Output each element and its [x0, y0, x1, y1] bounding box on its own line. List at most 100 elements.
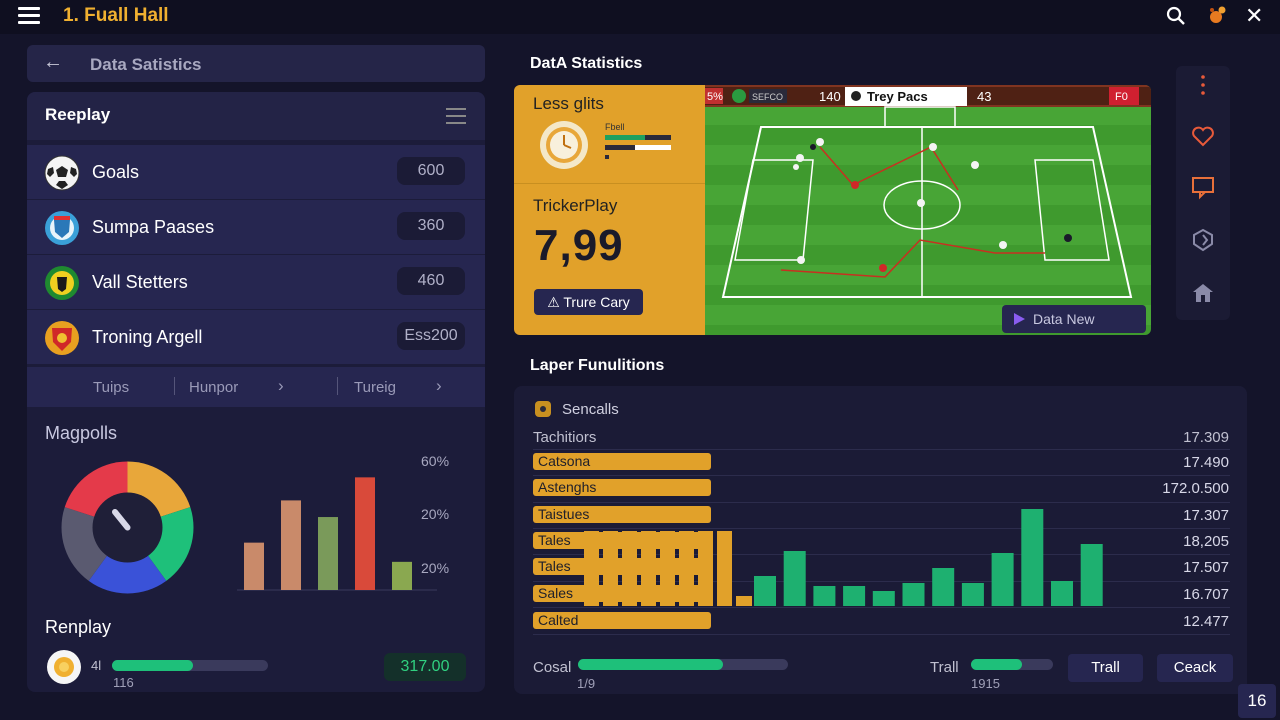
replay-progress-track: [112, 660, 268, 671]
row-label[interactable]: Taistues: [533, 506, 711, 523]
bar-yellow: [679, 531, 694, 606]
stat-label: Troning Argell: [92, 327, 203, 347]
chevron-right-icon[interactable]: ›: [436, 376, 442, 395]
bar-yellow: [584, 531, 599, 606]
axis-label: 20%: [421, 560, 450, 576]
table-header-label: Tachitiors: [533, 429, 597, 446]
comment-icon[interactable]: [1190, 174, 1216, 200]
row-label[interactable]: Astenghs: [533, 479, 711, 496]
bar-yellow: [641, 531, 656, 606]
tab-tuips[interactable]: Tuips: [93, 379, 130, 396]
stat-row-argell[interactable]: Troning Argell Ess200: [27, 310, 485, 365]
tab-divider: [174, 377, 175, 395]
search-icon[interactable]: [1166, 6, 1186, 26]
axis-label: 20%: [421, 506, 450, 522]
club-crest-green-icon: [45, 266, 79, 300]
bar-green: [872, 591, 895, 606]
medal-icon: [47, 650, 81, 684]
magpolls-bar-chart: [237, 477, 437, 591]
trall-sub: 1915: [971, 676, 1000, 691]
bar: [244, 542, 264, 590]
score-left-pct: 5%: [707, 91, 723, 103]
mini-progress-bars: [605, 135, 671, 159]
mini-label: Fbell: [605, 122, 625, 132]
play-icon: [1014, 313, 1025, 325]
row-value: 172.0.500: [1162, 480, 1229, 497]
shield-icon[interactable]: [1190, 227, 1216, 253]
menu-icon[interactable]: [18, 7, 40, 25]
replay-sub-label: 116: [113, 675, 134, 690]
cosal-sub: 1/9: [577, 676, 596, 691]
more-vertical-icon[interactable]: [1190, 72, 1216, 98]
row-value: 17.307: [1183, 507, 1229, 524]
bar-green: [1051, 581, 1073, 606]
page-number[interactable]: 16: [1238, 684, 1276, 718]
replay-value: 317.00: [384, 653, 466, 681]
bar-green: [754, 576, 776, 606]
hero-divider: [514, 183, 705, 184]
top-bar: 1. Fuall Hall ✕: [0, 0, 1280, 34]
heart-icon[interactable]: [1190, 123, 1216, 149]
stat-row-setters[interactable]: Vall Stetters 460: [27, 255, 485, 310]
stat-row-passes[interactable]: Sumpa Paases 360: [27, 200, 485, 255]
stat-value: 460: [397, 267, 465, 295]
bar-green: [1021, 509, 1044, 606]
football-pitch: 5% SEFCO 140 Trey Pacs 43 F0: [705, 85, 1151, 335]
ceack-button[interactable]: Ceack: [1157, 654, 1233, 682]
stat-value: Ess200: [397, 322, 465, 350]
big-number: 7,99: [534, 221, 624, 270]
list-icon[interactable]: [446, 108, 466, 124]
row-divider: [533, 634, 1230, 635]
stat-row-goals[interactable]: Goals 600: [27, 145, 485, 200]
back-bar[interactable]: ← Data Satistics: [27, 45, 485, 82]
row-label[interactable]: Catsona: [533, 453, 711, 470]
trall-button[interactable]: Trall: [1068, 654, 1143, 682]
button-label: Trure Cary: [563, 294, 630, 310]
axis-label: 60%: [421, 453, 450, 469]
bar-yellow: [717, 531, 732, 606]
hero-label: Less glits: [533, 94, 604, 113]
club-crest-red-icon: [45, 321, 79, 355]
cosal-progress-track: [578, 659, 788, 670]
bar-green: [813, 586, 836, 606]
trall-progress-fill: [971, 659, 1022, 670]
sencalls-label: Sencalls: [562, 401, 619, 418]
trure-cary-button[interactable]: ⚠ Trure Cary: [534, 289, 643, 315]
row-divider: [533, 475, 1230, 476]
stat-value: 360: [397, 212, 465, 240]
hero-stats-panel: Less glits Fbell TrickerPlay 7,99 ⚠ Trur…: [514, 85, 705, 335]
home-icon[interactable]: [1190, 280, 1216, 306]
clock-icon: [540, 121, 588, 169]
row-divider: [533, 502, 1230, 503]
bar-yellow: [736, 596, 752, 606]
row-value: 18,205: [1183, 533, 1229, 550]
row-label[interactable]: Calted: [533, 612, 711, 629]
bar-green: [991, 553, 1014, 606]
table-header-value: 17.309: [1183, 429, 1229, 446]
tab-hunpor[interactable]: Hunpor: [189, 379, 239, 396]
score-right-badge: F0: [1115, 91, 1128, 103]
target-icon: [535, 401, 551, 417]
notifications-icon[interactable]: [1206, 4, 1228, 26]
data-statistics-title: DatA Statistics: [530, 55, 643, 72]
back-arrow-icon[interactable]: ←: [43, 51, 63, 73]
hero-card: Less glits Fbell TrickerPlay 7,99 ⚠ Trur…: [514, 85, 1151, 335]
replay-section-title: Renplay: [45, 617, 112, 637]
tab-divider: [337, 377, 338, 395]
data-new-button[interactable]: Data New: [1002, 305, 1146, 333]
trall-progress-track: [971, 659, 1053, 670]
score-left-pill: SEFCO: [752, 92, 783, 102]
magpolls-title: Magpolls: [45, 423, 118, 443]
close-icon[interactable]: ✕: [1245, 3, 1264, 28]
row-divider: [533, 607, 1230, 608]
score-left: 140: [819, 89, 841, 104]
tab-tureig[interactable]: Tureig: [354, 379, 396, 396]
row-value: 12.477: [1183, 613, 1229, 630]
bar-yellow: [660, 531, 675, 606]
cosal-label: Cosal: [533, 659, 572, 676]
chevron-right-icon[interactable]: ›: [278, 376, 284, 395]
trall-label: Trall: [930, 659, 959, 676]
laper-funulitions-title: Laper Funulitions: [530, 357, 665, 374]
replay-small-label: 4l: [91, 658, 102, 673]
warning-icon: ⚠: [547, 294, 564, 310]
